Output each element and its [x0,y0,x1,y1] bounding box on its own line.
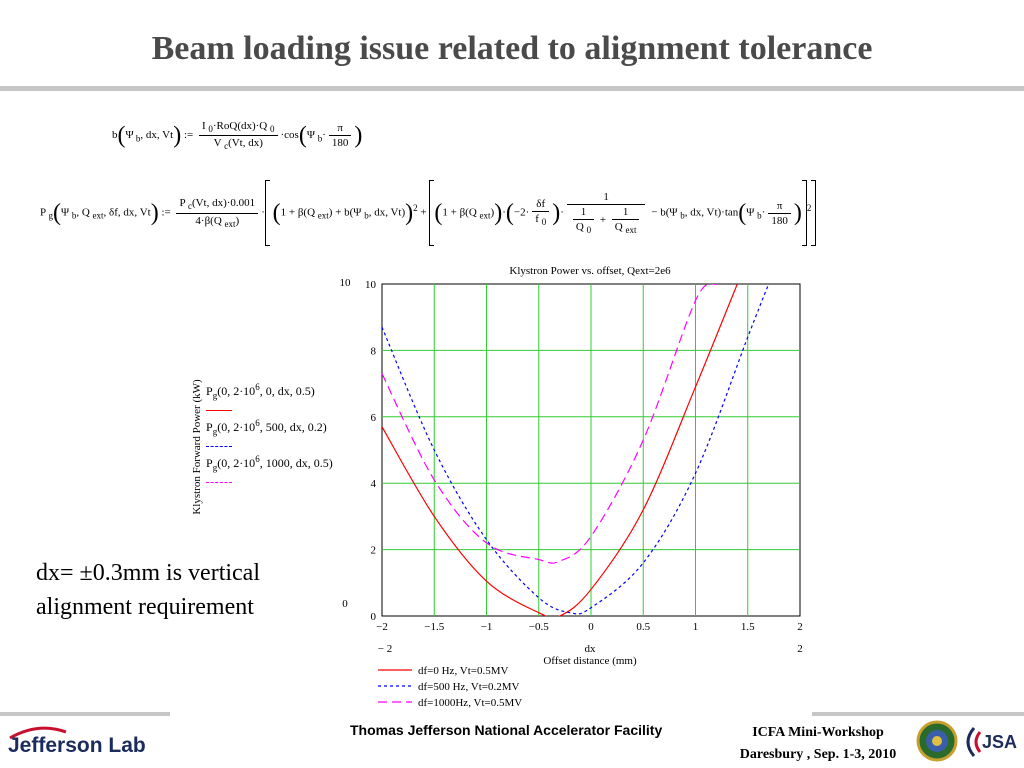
klystron-power-chart: Klystron Power vs. offset, Qext=2e6 10 0… [191,265,803,709]
equation-pg: P g(Ψ b, Q ext, δf, dx, Vt) := P c(Vt, d… [40,180,817,246]
key-2-exp: 6 [255,418,260,428]
jlab-swoosh-icon [9,726,67,740]
y-tick-label: 0 [371,611,377,623]
footer-event: ICFA Mini-Workshop Daresbury , Sep. 1-3,… [718,722,918,766]
y-axis-label: Klystron Forward Power (kW) [191,379,203,515]
footer-event-date: Daresbury , Sep. 1-3, 2010 [739,747,897,762]
x-tick-label: −0.5 [529,621,549,633]
x-tick-label: 2 [797,621,803,633]
alignment-note: dx= ±0.3mm is vertical alignment require… [36,556,260,624]
footer-event-name: ICFA Mini-Workshop [752,725,884,740]
key-1-exp: 6 [255,382,260,392]
y-tick-labels: 0 2 4 6 8 10 [365,279,377,623]
key-1-swatch [206,410,232,411]
logo-text: Jefferson Lab [8,734,146,757]
legend-label: df=1000Hz, Vt=0.5MV [418,697,522,709]
y-tick-label: 10 [365,279,377,291]
key-2-rest: , 500, dx, 0.2 [259,420,323,434]
key-2-swatch [206,446,232,447]
x-tick-label: −2 [376,621,388,633]
series-key-2: Pg(0, 2·106, 500, dx, 0.2) [206,418,333,454]
footer-divider-left [0,712,170,716]
x-variable-label: dx [585,643,597,655]
series-line-3 [382,284,717,564]
key-2-args: 0, 2·10 [221,420,256,434]
legend-label: df=0 Hz, Vt=0.5MV [418,665,508,677]
x-tick-labels: −2 −1.5 −1 −0.5 0 0.5 1 1.5 2 [376,621,803,633]
x-outer-min-label: − 2 [378,643,392,655]
series-key-list: Pg(0, 2·106, 0, dx, 0.5) Pg(0, 2·106, 50… [206,382,333,490]
jsa-mark-icon: JSA [966,727,1017,757]
y-outer-max-label: 10 [340,277,352,289]
key-3-exp: 6 [255,454,260,464]
jefferson-lab-logo: Jefferson Lab [8,726,146,757]
series-key-3: Pg(0, 2·106, 1000, dx, 0.5) [206,454,333,490]
x-axis-label: Offset distance (mm) [543,655,637,667]
x-tick-label: 0.5 [636,621,650,633]
key-3-args: 0, 2·10 [221,456,256,470]
legend-label: df=500 Hz, Vt=0.2MV [418,681,519,693]
jsa-logo: JSA [960,722,1020,767]
y-tick-label: 6 [371,412,377,424]
footer-institution: Thomas Jefferson National Accelerator Fa… [350,722,663,738]
y-tick-label: 4 [371,478,377,490]
y-outer-min-label: 0 [342,598,348,610]
title-divider [0,86,1024,91]
y-tick-label: 2 [371,545,377,557]
jsa-text: JSA [982,732,1017,752]
plot-area [381,283,801,617]
chart-title: Klystron Power vs. offset, Qext=2e6 [509,265,671,277]
x-tick-label: −1 [481,621,493,633]
series-key-1: Pg(0, 2·106, 0, dx, 0.5) [206,382,333,418]
series-line-1 [382,284,738,616]
note-line-2: alignment requirement [36,594,254,620]
key-3-swatch [206,482,232,483]
x-tick-label: −1.5 [424,621,444,633]
key-1-args: 0, 2·10 [221,384,256,398]
slide-title: Beam loading issue related to alignment … [151,30,873,67]
key-3-rest: , 1000, dx, 0.5 [259,456,329,470]
chart-legend: df=0 Hz, Vt=0.5MV df=500 Hz, Vt=0.2MV df=1… [378,665,522,709]
doe-seal-icon [916,720,958,762]
x-tick-label: 1.5 [741,621,755,633]
x-tick-label: 0 [588,621,594,633]
footer-divider-right [812,712,1024,716]
y-tick-label: 8 [371,345,377,357]
x-tick-label: 1 [693,621,699,633]
series-line-2 [382,284,770,615]
note-line-1: dx= ±0.3mm is vertical [36,560,261,586]
x-outer-max-label: 2 [797,643,803,655]
key-1-rest: , 0, dx, 0.5 [259,384,311,398]
